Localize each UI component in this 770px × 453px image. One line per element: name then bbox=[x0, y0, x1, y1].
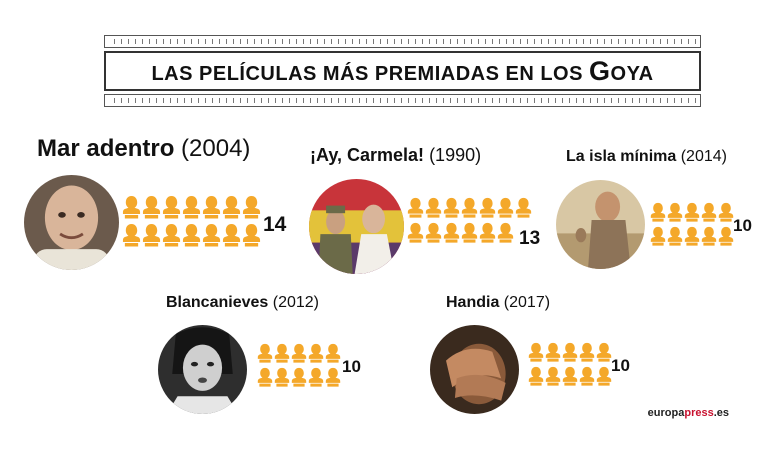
goya-statuette-icon bbox=[667, 226, 683, 246]
goya-statuette-icon bbox=[684, 202, 700, 222]
goya-statuette-icon bbox=[202, 196, 221, 219]
goya-statuette-icon bbox=[222, 196, 241, 219]
goya-statuette-icon bbox=[308, 343, 324, 363]
goya-statuette-icon bbox=[650, 226, 666, 246]
goya-statuette-icon bbox=[479, 197, 496, 218]
goya-statuette-icon bbox=[325, 367, 341, 387]
award-count: 14 bbox=[263, 213, 287, 236]
goya-statuette-icon bbox=[701, 226, 717, 246]
goya-icons-svg bbox=[528, 342, 612, 386]
goya-statuette-icon bbox=[257, 343, 273, 363]
page-title: LAS PELÍCULAS MÁS PREMIADAS EN LOS GOYA bbox=[151, 55, 654, 86]
goya-statuette-icon bbox=[461, 197, 478, 218]
goya-statuette-icon bbox=[545, 366, 561, 386]
goya-statuette-icon bbox=[443, 197, 460, 218]
goya-icons-svg bbox=[407, 197, 532, 243]
award-count: 10 bbox=[611, 356, 630, 375]
award-count: 13 bbox=[519, 228, 541, 249]
goya-statuette-icon bbox=[579, 366, 595, 386]
goya-icons bbox=[528, 342, 613, 395]
goya-statuette-icon bbox=[142, 196, 161, 219]
goya-icons bbox=[650, 202, 735, 255]
goya-statuette-icon bbox=[479, 222, 496, 243]
award-count: 10 bbox=[733, 216, 752, 235]
goya-statuette-icon bbox=[579, 342, 595, 362]
film-title: ¡Ay, Carmela! (1990) bbox=[310, 145, 482, 165]
goya-statuette-icon bbox=[242, 196, 261, 219]
film-title: Blancanieves (2012) bbox=[166, 294, 319, 311]
film-title: Mar adentro (2004) bbox=[37, 135, 251, 162]
film-photo-handia bbox=[430, 325, 519, 414]
goya-statuette-icon bbox=[596, 342, 612, 362]
goya-statuette-icon bbox=[325, 343, 341, 363]
award-count: 10 bbox=[342, 357, 361, 376]
goya-statuette-icon bbox=[182, 196, 201, 219]
goya-icons-svg bbox=[650, 202, 734, 246]
goya-statuette-icon bbox=[182, 224, 201, 247]
filmstrip-top bbox=[104, 35, 701, 48]
film-photo-mar-adentro bbox=[24, 175, 119, 270]
goya-statuette-icon bbox=[122, 224, 141, 247]
goya-statuette-icon bbox=[718, 226, 734, 246]
filmstrip-bottom bbox=[104, 94, 701, 107]
goya-statuette-icon bbox=[407, 197, 424, 218]
goya-statuette-icon bbox=[162, 196, 181, 219]
goya-icons bbox=[257, 343, 342, 396]
europapress-logo: europapress.es bbox=[647, 407, 729, 419]
goya-statuette-icon bbox=[425, 197, 442, 218]
goya-icons bbox=[122, 195, 262, 256]
goya-statuette-icon bbox=[461, 222, 478, 243]
goya-statuette-icon bbox=[222, 224, 241, 247]
goya-statuette-icon bbox=[291, 343, 307, 363]
goya-statuette-icon bbox=[162, 224, 181, 247]
goya-statuette-icon bbox=[562, 366, 578, 386]
goya-statuette-icon bbox=[257, 367, 273, 387]
film-title: La isla mínima (2014) bbox=[566, 148, 727, 165]
goya-statuette-icon bbox=[701, 202, 717, 222]
goya-statuette-icon bbox=[308, 367, 324, 387]
goya-statuette-icon bbox=[667, 202, 683, 222]
goya-statuette-icon bbox=[528, 366, 544, 386]
title-banner: LAS PELÍCULAS MÁS PREMIADAS EN LOS GOYA bbox=[104, 35, 701, 107]
film-photo-blancanieves bbox=[158, 325, 247, 414]
goya-statuette-icon bbox=[497, 222, 514, 243]
goya-statuette-icon bbox=[443, 222, 460, 243]
goya-statuette-icon bbox=[650, 202, 666, 222]
goya-statuette-icon bbox=[562, 342, 578, 362]
goya-statuette-icon bbox=[545, 342, 561, 362]
goya-statuette-icon bbox=[718, 202, 734, 222]
goya-icons-svg bbox=[122, 196, 261, 247]
goya-icons-svg bbox=[257, 343, 341, 387]
film-title: Handia (2017) bbox=[446, 294, 551, 311]
goya-statuette-icon bbox=[528, 342, 544, 362]
goya-statuette-icon bbox=[407, 222, 424, 243]
goya-statuette-icon bbox=[202, 224, 221, 247]
goya-statuette-icon bbox=[274, 367, 290, 387]
film-photo-ay-carmela bbox=[309, 179, 404, 274]
goya-statuette-icon bbox=[515, 197, 532, 218]
goya-statuette-icon bbox=[142, 224, 161, 247]
goya-statuette-icon bbox=[242, 224, 261, 247]
goya-statuette-icon bbox=[274, 343, 290, 363]
film-photo-la-isla-minima bbox=[556, 180, 645, 269]
title-box: LAS PELÍCULAS MÁS PREMIADAS EN LOS GOYA bbox=[104, 51, 701, 91]
goya-statuette-icon bbox=[122, 196, 141, 219]
goya-statuette-icon bbox=[425, 222, 442, 243]
goya-statuette-icon bbox=[596, 366, 612, 386]
goya-statuette-icon bbox=[291, 367, 307, 387]
goya-icons bbox=[407, 197, 533, 252]
goya-statuette-icon bbox=[497, 197, 514, 218]
goya-statuette-icon bbox=[684, 226, 700, 246]
